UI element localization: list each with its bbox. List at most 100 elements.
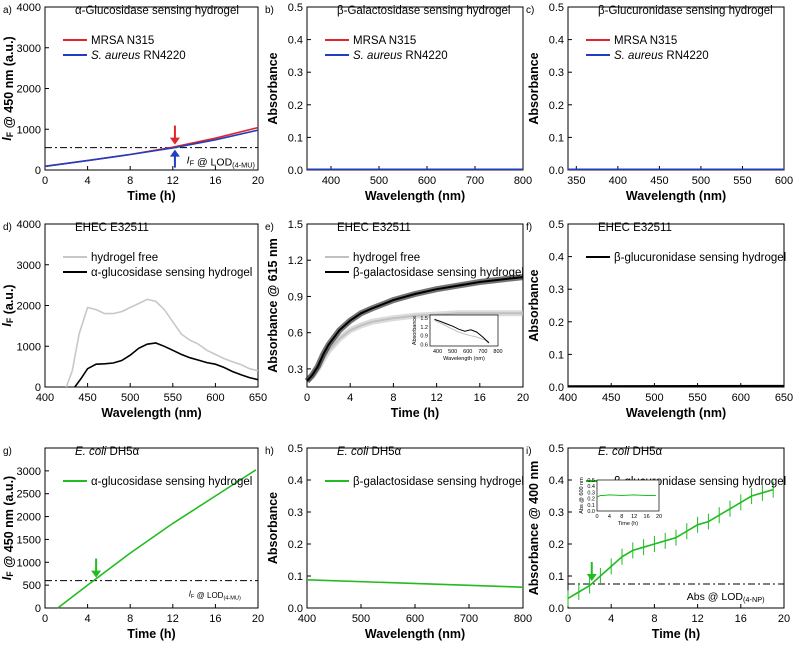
panel-title: E. coli DH5α	[337, 446, 402, 458]
x-tick-label: 600	[406, 613, 424, 625]
y-tick-label: 0.0	[549, 603, 564, 615]
inset-y-tick-label: 0.1	[587, 503, 595, 509]
y-tick-label: 4000	[17, 219, 41, 231]
y-tick-label: 0.1	[288, 132, 303, 144]
legend-label: hydrogel free	[91, 252, 158, 264]
inset-x-tick-label: 4	[608, 514, 611, 520]
y-tick-label: 2000	[17, 84, 41, 96]
inset-x-tick-label: 700	[478, 349, 487, 355]
x-tick-label: 16	[735, 613, 747, 625]
panel-title: α-Glucosidase sensing hydrogel	[75, 5, 239, 17]
legend-label: β-galactosidase sensing hydrogel	[353, 476, 524, 488]
x-tick-label: 600	[418, 175, 436, 187]
x-tick-label: 550	[688, 392, 706, 404]
x-tick-label: 0	[565, 613, 571, 625]
panel-letter: h)	[265, 446, 274, 457]
y-tick-label: 0.3	[549, 284, 564, 296]
legend-label: α-glucosidase sensing hydrogel	[91, 476, 252, 488]
panel-title: EHEC E32511	[75, 222, 149, 234]
y-tick-label: 0	[35, 603, 41, 615]
x-tick-label: 600	[206, 392, 224, 404]
legend-label: MRSA N315	[91, 35, 154, 47]
legend-label: S. aureus RN4220	[353, 50, 448, 62]
legend-label: β-glucuronidase sensing hydrogel	[614, 252, 786, 264]
x-tick-label: 400	[559, 392, 577, 404]
inset-y-tick-label: 1.2	[420, 325, 428, 331]
y-tick-label: 0.3	[288, 507, 303, 519]
x-tick-label: 400	[298, 613, 316, 625]
panel-c: 350 400 450 500 550 600 0.0 0.1 0.2 0.3 0.4 0.5 Wave…	[526, 2, 793, 203]
y-tick-label: 0.5	[288, 443, 303, 455]
plot-frame	[44, 447, 259, 609]
lod-label: IF @ LOD(4-MU)	[189, 590, 241, 602]
x-tick-label: 600	[732, 392, 750, 404]
x-tick-label: 650	[775, 392, 793, 404]
inset-x-tick-label: 800	[493, 349, 502, 355]
y-tick-label: 0.1	[549, 349, 564, 361]
panel-letter: g)	[3, 446, 12, 457]
legend-label: hydrogel free	[353, 252, 420, 264]
panel-letter: i)	[526, 446, 532, 457]
x-axis-label: Time (h)	[391, 406, 439, 420]
y-tick-label: 0.1	[549, 571, 564, 583]
x-axis-label: Time (h)	[127, 189, 175, 203]
y-axis-label: IF @ 450 nm (a.u.)	[0, 476, 16, 580]
y-tick-label: 1.2	[288, 255, 303, 267]
panel-d: 400 450 500 550 600 650 0 1000 2000 3000 4000 Wavel…	[0, 219, 267, 420]
x-tick-label: 550	[164, 392, 182, 404]
plot-frame	[567, 6, 785, 171]
y-tick-label: 0.6	[288, 328, 303, 340]
y-tick-label: 500	[23, 580, 41, 592]
plot-frame	[567, 447, 785, 609]
y-tick-label: 0	[35, 165, 41, 177]
legend-label: MRSA N315	[614, 35, 677, 47]
y-axis-label: Absorbance @ 615 nm	[266, 238, 280, 372]
inset-y-tick-label: 0.6	[420, 343, 428, 349]
panel-letter: e)	[265, 222, 274, 233]
y-tick-label: 0	[35, 382, 41, 394]
x-tick-label: 20	[778, 613, 790, 625]
panel-e: 0 4 8 12 16 20 0.3 0.6 0.9 1.2 1.5 Time (h) Absorban…	[265, 219, 529, 420]
y-tick-label: 1000	[17, 124, 41, 136]
inset-series-line	[596, 494, 656, 498]
panel-title: β-Galactosidase sensing hydrogel	[337, 5, 510, 17]
x-tick-label: 450	[78, 392, 96, 404]
y-tick-label: 0.9	[288, 291, 303, 303]
inset-x-tick-label: 12	[631, 514, 637, 520]
inset-y-tick-label: 0.3	[587, 490, 595, 496]
legend-label: S. aureus RN4220	[91, 50, 186, 62]
y-tick-label: 0.4	[288, 35, 303, 47]
inset-y-label: Abs @ 600 nm	[579, 477, 585, 514]
inset-x-label: Time (h)	[618, 521, 638, 527]
panel-a: 0 4 8 12 16 20 0 1000 2000 3000 4000 Time (h) IF @ 4…	[0, 2, 264, 203]
x-tick-label: 16	[209, 175, 221, 187]
y-tick-label: 2000	[17, 512, 41, 524]
x-tick-label: 400	[609, 175, 627, 187]
x-tick-label: 450	[602, 392, 620, 404]
x-tick-label: 500	[645, 392, 663, 404]
inset-x-tick-label: 20	[656, 514, 662, 520]
inset-series-line	[434, 319, 490, 343]
y-tick-label: 0.2	[549, 539, 564, 551]
inset-chart: 0 4 8 12 16 20 0.00.10.20.30.40.5 Time (h) Abs @…	[579, 477, 662, 527]
y-tick-label: 0.5	[549, 219, 564, 231]
legend-label: MRSA N315	[353, 35, 416, 47]
panel-g: 0 4 8 12 16 20 0 500 1000 1500 2000 2500 3000 Time (h…	[0, 446, 264, 641]
x-axis-label: Wavelength (nm)	[365, 627, 465, 641]
y-axis-label: Absorbance @ 400 nm	[527, 461, 541, 595]
y-tick-label: 0.0	[288, 603, 303, 615]
y-axis-label: IF @ 450 nm (a.u.)	[0, 36, 16, 140]
x-tick-label: 4	[347, 392, 353, 404]
series-line	[567, 488, 774, 600]
legend-label: α-glucosidase sensing hydrogel	[91, 267, 252, 279]
x-tick-label: 800	[514, 613, 532, 625]
y-tick-label: 1000	[17, 341, 41, 353]
lod-label: IF @ LOD(4-MU)	[187, 155, 255, 170]
y-tick-label: 0.5	[549, 443, 564, 455]
x-tick-label: 12	[430, 392, 442, 404]
y-tick-label: 0.0	[549, 382, 564, 394]
y-tick-label: 0.5	[288, 2, 303, 14]
y-axis-label: Absorbance	[266, 52, 280, 124]
panel-title: β-Glucuronidase sensing hydrogel	[598, 5, 773, 17]
